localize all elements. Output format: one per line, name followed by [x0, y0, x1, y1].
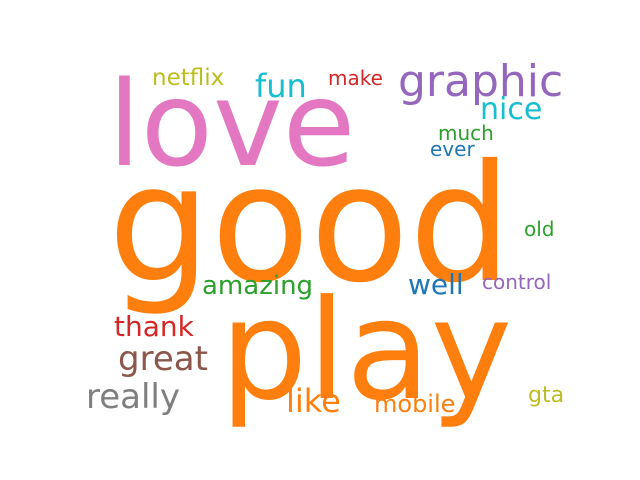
word-graphic: graphic	[398, 56, 563, 107]
word-really: really	[86, 377, 180, 417]
word-much: much	[438, 121, 494, 145]
word-control: control	[482, 270, 551, 294]
word-like: like	[286, 382, 341, 420]
word-nice: nice	[480, 92, 542, 127]
word-old: old	[524, 217, 555, 241]
word-amazing: amazing	[202, 271, 313, 301]
word-thank: thank	[114, 310, 195, 343]
word-love: love	[108, 55, 355, 193]
word-great: great	[118, 339, 208, 379]
word-make: make	[328, 66, 383, 90]
word-well: well	[408, 268, 464, 301]
word-fun: fun	[255, 67, 307, 105]
word-play: play	[220, 270, 512, 431]
word-good: good	[108, 131, 512, 319]
word-netflix: netflix	[152, 65, 224, 91]
word-gta: gta	[528, 383, 564, 408]
word-ever: ever	[430, 137, 475, 161]
word-mobile: mobile	[374, 390, 455, 418]
